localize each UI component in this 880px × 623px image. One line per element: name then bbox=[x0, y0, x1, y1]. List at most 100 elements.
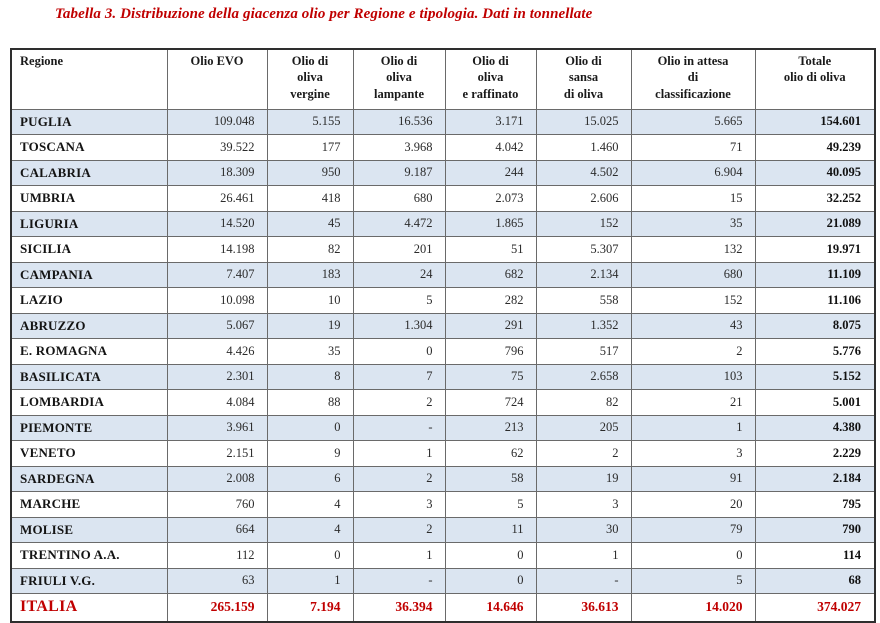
row-total-cell: 2.184 bbox=[754, 465, 876, 492]
row-total-cell: 11.109 bbox=[754, 261, 876, 288]
table-row: LAZIO 10.098 10 5 282 558 152 11.106 bbox=[10, 287, 876, 314]
header-olio-sansa: Olio di sansa di oliva bbox=[535, 48, 632, 110]
value-cell: 19 bbox=[535, 465, 632, 492]
region-cell: CALABRIA bbox=[10, 159, 168, 186]
value-cell: 664 bbox=[166, 516, 268, 543]
table-header: Regione Olio EVO Olio di oliva vergine O… bbox=[10, 48, 876, 110]
value-cell: 1.352 bbox=[535, 312, 632, 339]
value-cell: 5.067 bbox=[166, 312, 268, 339]
value-cell: 8 bbox=[266, 363, 354, 390]
value-cell: 4.084 bbox=[166, 389, 268, 416]
header-olio-evo: Olio EVO bbox=[166, 48, 268, 110]
value-cell: 201 bbox=[352, 236, 446, 263]
value-cell: 11 bbox=[444, 516, 537, 543]
value-cell: 26.461 bbox=[166, 185, 268, 212]
value-cell: 103 bbox=[630, 363, 756, 390]
value-cell: 152 bbox=[630, 287, 756, 314]
header-olio-oliva-vergine: Olio di oliva vergine bbox=[266, 48, 354, 110]
value-cell: 2.073 bbox=[444, 185, 537, 212]
table-row: SICILIA 14.198 82 201 51 5.307 132 19.971 bbox=[10, 236, 876, 263]
value-cell: 796 bbox=[444, 338, 537, 365]
value-cell: 2 bbox=[535, 440, 632, 467]
value-cell: 45 bbox=[266, 210, 354, 237]
value-cell: 5 bbox=[630, 567, 756, 594]
value-cell: 75 bbox=[444, 363, 537, 390]
value-cell: 0 bbox=[630, 542, 756, 569]
value-cell: 36.394 bbox=[352, 593, 446, 622]
value-cell: 1 bbox=[352, 440, 446, 467]
value-cell: 1.460 bbox=[535, 134, 632, 161]
value-cell: 205 bbox=[535, 414, 632, 441]
value-cell: 213 bbox=[444, 414, 537, 441]
value-cell: 15.025 bbox=[535, 108, 632, 135]
value-cell: 14.020 bbox=[630, 593, 756, 622]
header-row: Regione Olio EVO Olio di oliva vergine O… bbox=[10, 48, 876, 110]
region-cell: PIEMONTE bbox=[10, 414, 168, 441]
header-olio-oliva-lampante: Olio di oliva lampante bbox=[352, 48, 446, 110]
value-cell: 7.407 bbox=[166, 261, 268, 288]
row-total-cell: 5.776 bbox=[754, 338, 876, 365]
row-total-cell: 5.152 bbox=[754, 363, 876, 390]
value-cell: 4.502 bbox=[535, 159, 632, 186]
row-total-cell: 32.252 bbox=[754, 185, 876, 212]
totals-row: ITALIA 265.159 7.194 36.394 14.646 36.613 14.0… bbox=[10, 593, 876, 622]
header-olio-attesa-classificazione: Olio in attesa di classificazione bbox=[630, 48, 756, 110]
table-row: TRENTINO A.A. 112 0 1 0 1 0 114 bbox=[10, 542, 876, 569]
value-cell: 1 bbox=[535, 542, 632, 569]
table-row: PUGLIA 109.048 5.155 16.536 3.171 15.025 5.665… bbox=[10, 108, 876, 135]
value-cell: 20 bbox=[630, 491, 756, 518]
value-cell: 517 bbox=[535, 338, 632, 365]
region-cell: SARDEGNA bbox=[10, 465, 168, 492]
value-cell: 43 bbox=[630, 312, 756, 339]
value-cell: 18.309 bbox=[166, 159, 268, 186]
region-cell: MOLISE bbox=[10, 516, 168, 543]
value-cell: 35 bbox=[630, 210, 756, 237]
value-cell: 21 bbox=[630, 389, 756, 416]
value-cell: 51 bbox=[444, 236, 537, 263]
region-cell: SICILIA bbox=[10, 236, 168, 263]
row-total-cell: 5.001 bbox=[754, 389, 876, 416]
table-row: LOMBARDIA 4.084 88 2 724 82 21 5.001 bbox=[10, 389, 876, 416]
table-row: CAMPANIA 7.407 183 24 682 2.134 680 11.109 bbox=[10, 261, 876, 288]
value-cell: 1 bbox=[352, 542, 446, 569]
row-total-cell: 2.229 bbox=[754, 440, 876, 467]
value-cell: 30 bbox=[535, 516, 632, 543]
value-cell: 558 bbox=[535, 287, 632, 314]
value-cell: 4.426 bbox=[166, 338, 268, 365]
table-row: ABRUZZO 5.067 19 1.304 291 1.352 43 8.075 bbox=[10, 312, 876, 339]
value-cell: 0 bbox=[266, 414, 354, 441]
value-cell: 2.301 bbox=[166, 363, 268, 390]
value-cell: 282 bbox=[444, 287, 537, 314]
row-total-cell: 795 bbox=[754, 491, 876, 518]
row-total-cell: 4.380 bbox=[754, 414, 876, 441]
value-cell: 1.304 bbox=[352, 312, 446, 339]
value-cell: 1 bbox=[630, 414, 756, 441]
value-cell: 4.042 bbox=[444, 134, 537, 161]
value-cell: 1 bbox=[266, 567, 354, 594]
value-cell: 24 bbox=[352, 261, 446, 288]
table-row: UMBRIA 26.461 418 680 2.073 2.606 15 32.252 bbox=[10, 185, 876, 212]
header-totale-olio-oliva: Totale olio di oliva bbox=[754, 48, 876, 110]
value-cell: 109.048 bbox=[166, 108, 268, 135]
value-cell: 3.968 bbox=[352, 134, 446, 161]
value-cell: 10 bbox=[266, 287, 354, 314]
value-cell: 682 bbox=[444, 261, 537, 288]
table-title: Tabella 3. Distribuzione della giacenza … bbox=[55, 6, 593, 22]
value-cell: 2 bbox=[630, 338, 756, 365]
region-cell: PUGLIA bbox=[10, 108, 168, 135]
value-cell: 132 bbox=[630, 236, 756, 263]
header-regione: Regione bbox=[10, 48, 168, 110]
value-cell: 71 bbox=[630, 134, 756, 161]
value-cell: 16.536 bbox=[352, 108, 446, 135]
value-cell: 35 bbox=[266, 338, 354, 365]
value-cell: 36.613 bbox=[535, 593, 632, 622]
table-row: TOSCANA 39.522 177 3.968 4.042 1.460 71 49.239 bbox=[10, 134, 876, 161]
value-cell: 2.151 bbox=[166, 440, 268, 467]
value-cell: - bbox=[352, 414, 446, 441]
value-cell: 63 bbox=[166, 567, 268, 594]
value-cell: 3 bbox=[535, 491, 632, 518]
value-cell: 1.865 bbox=[444, 210, 537, 237]
value-cell: 291 bbox=[444, 312, 537, 339]
value-cell: 7 bbox=[352, 363, 446, 390]
value-cell: 183 bbox=[266, 261, 354, 288]
